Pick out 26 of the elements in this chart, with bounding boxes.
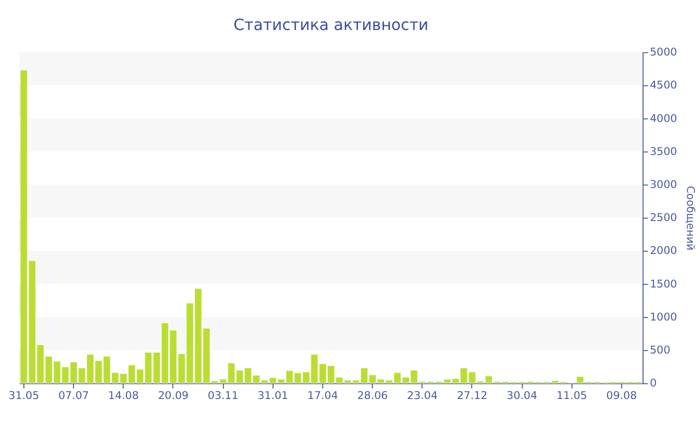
y-tick-label: 5000 xyxy=(650,46,678,59)
x-tick-label: 30.04 xyxy=(506,389,538,402)
y-tick-label: 4500 xyxy=(650,78,678,92)
x-tick-label: 31.05 xyxy=(8,389,40,402)
y-tick-label: 3500 xyxy=(650,144,678,158)
x-tick-label: 11.05 xyxy=(556,389,588,402)
x-tick-label: 23.04 xyxy=(407,389,438,402)
y-tick-label: 0 xyxy=(650,376,657,390)
x-tick-label: 31.01 xyxy=(258,389,288,402)
x-tick-label: 20.09 xyxy=(158,389,189,402)
y-tick-label: 4000 xyxy=(650,112,678,125)
x-tick-label: 27.12 xyxy=(456,389,488,402)
y-tick-label: 2500 xyxy=(650,211,678,224)
x-tick-label: 14.08 xyxy=(108,389,139,402)
y-tick-label: 2000 xyxy=(650,244,678,258)
x-tick-label: 09.08 xyxy=(606,389,638,402)
chart-title: Статистика активности xyxy=(234,16,429,34)
y-axis-title: Сообщений xyxy=(684,186,697,250)
y-tick-label: 3000 xyxy=(650,178,678,191)
x-tick-label: 03.11 xyxy=(208,389,238,402)
x-tick-label: 07.07 xyxy=(58,389,89,402)
y-tick-label: 500 xyxy=(650,343,670,356)
y-tick-label: 1500 xyxy=(650,277,678,290)
x-tick-label: 17.04 xyxy=(307,389,338,402)
x-tick-label: 28.06 xyxy=(357,389,388,402)
y-tick-label: 1000 xyxy=(650,310,678,324)
